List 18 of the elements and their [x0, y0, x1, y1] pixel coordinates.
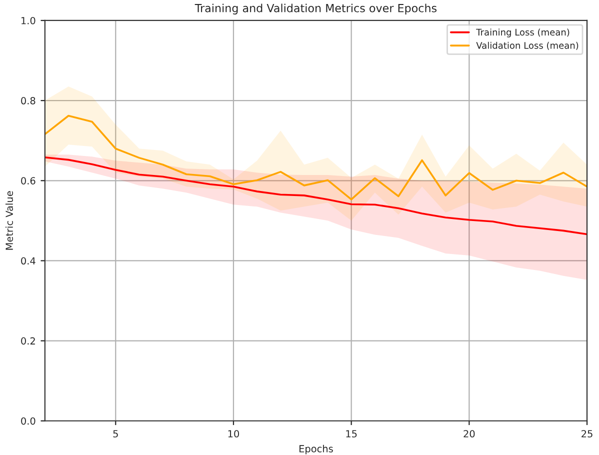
legend-label: Validation Loss (mean) — [476, 42, 578, 50]
x-tick-label: 20 — [464, 430, 475, 438]
y-tick-label: 0.2 — [21, 337, 35, 345]
line-series — [44, 114, 588, 200]
legend-label: Training Loss (mean) — [476, 28, 570, 38]
chart-title: Training and Validation Metrics over Epochs — [194, 4, 437, 14]
x-axis-title: Epochs — [300, 444, 333, 454]
x-tick-label: 5 — [113, 430, 118, 438]
y-axis-title: Metric Value — [5, 191, 13, 250]
y-tick-label: 0.8 — [21, 97, 36, 104]
x-tick-label: 15 — [346, 430, 357, 438]
x-tick-label: 25 — [582, 430, 592, 438]
y-tick-label: 0.4 — [21, 257, 36, 265]
y-tick-label: 1.0 — [22, 16, 36, 24]
x-tick-label: 10 — [228, 430, 240, 438]
y-tick-label: 0.6 — [21, 177, 36, 184]
line-series — [44, 156, 588, 236]
y-tick-label: 0.0 — [21, 417, 36, 425]
